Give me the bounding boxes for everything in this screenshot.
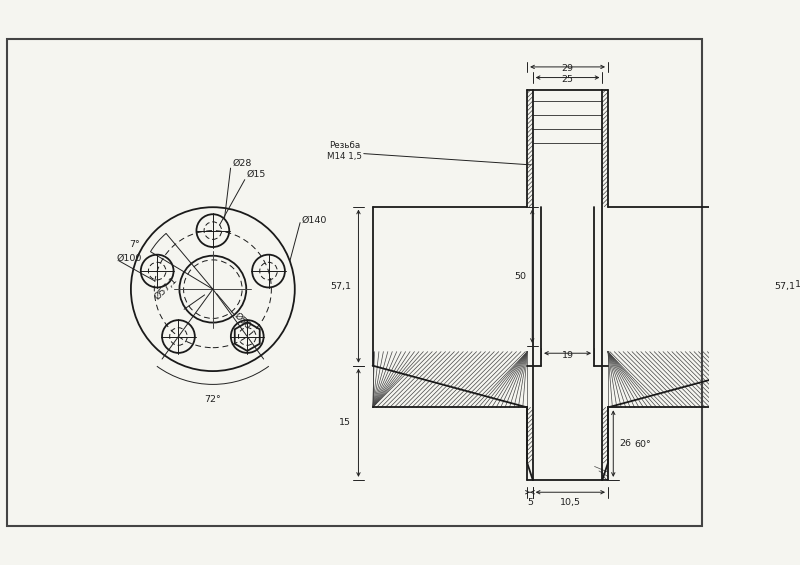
Text: 57,1: 57,1 (330, 281, 351, 290)
Text: 140: 140 (795, 280, 800, 289)
Text: 26: 26 (619, 439, 631, 448)
Text: 5: 5 (527, 498, 533, 507)
Text: 50: 50 (514, 272, 526, 281)
Text: Ø57,1: Ø57,1 (153, 275, 179, 302)
Text: 7°: 7° (130, 240, 140, 249)
Text: Ø15: Ø15 (246, 170, 266, 179)
Text: 25: 25 (562, 75, 574, 84)
Text: 29: 29 (562, 64, 574, 73)
Text: 10,5: 10,5 (560, 498, 581, 507)
Text: 72°: 72° (205, 395, 222, 404)
Text: 60°: 60° (634, 440, 651, 449)
Text: 15: 15 (339, 418, 351, 427)
Text: Ø100: Ø100 (117, 254, 142, 263)
Text: 57,1: 57,1 (774, 281, 795, 290)
Text: Резьба
M14 1,5: Резьба M14 1,5 (326, 141, 362, 162)
Text: Ø28: Ø28 (232, 158, 252, 167)
Text: Ø50: Ø50 (232, 311, 253, 331)
Text: 19: 19 (562, 351, 574, 360)
Text: Ø140: Ø140 (302, 216, 327, 225)
